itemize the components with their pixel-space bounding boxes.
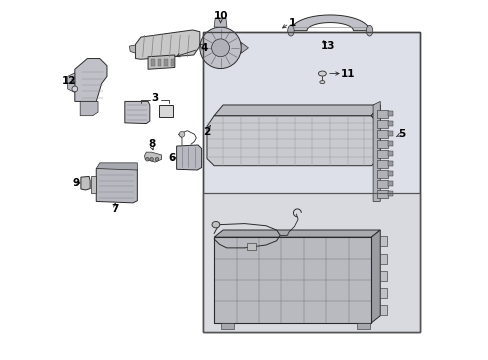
Text: 8: 8: [148, 139, 155, 149]
Polygon shape: [75, 59, 107, 102]
Circle shape: [211, 39, 229, 57]
Polygon shape: [214, 230, 380, 237]
Bar: [247, 243, 256, 249]
Bar: [387, 181, 393, 186]
Bar: [380, 271, 386, 281]
Bar: [387, 131, 393, 136]
Ellipse shape: [318, 71, 325, 76]
Polygon shape: [372, 102, 380, 202]
Bar: [164, 59, 167, 66]
Bar: [376, 180, 387, 188]
Polygon shape: [176, 145, 201, 170]
Polygon shape: [80, 102, 98, 116]
Bar: [157, 59, 161, 66]
Bar: [170, 59, 174, 66]
Bar: [151, 59, 155, 66]
Circle shape: [72, 86, 78, 92]
Polygon shape: [135, 30, 200, 59]
Bar: [376, 110, 387, 118]
Polygon shape: [241, 42, 248, 53]
Text: 1: 1: [288, 18, 296, 28]
Text: 6: 6: [168, 153, 175, 163]
Bar: [376, 190, 387, 198]
Circle shape: [200, 27, 241, 68]
Bar: [380, 305, 386, 315]
Text: 7: 7: [111, 203, 119, 213]
Bar: [221, 323, 233, 329]
Circle shape: [145, 157, 149, 161]
Polygon shape: [290, 15, 369, 31]
Bar: [376, 120, 387, 128]
Bar: [203, 32, 419, 332]
Polygon shape: [124, 102, 149, 123]
Polygon shape: [96, 166, 137, 203]
Bar: [376, 170, 387, 178]
Bar: [387, 152, 393, 157]
Bar: [387, 121, 393, 126]
Text: 2: 2: [203, 127, 210, 137]
Polygon shape: [214, 237, 370, 323]
Text: 12: 12: [62, 76, 77, 86]
Polygon shape: [96, 163, 137, 170]
Bar: [380, 288, 386, 298]
Bar: [376, 130, 387, 138]
Polygon shape: [91, 176, 96, 193]
Text: 3: 3: [151, 93, 159, 103]
Bar: [376, 140, 387, 148]
Polygon shape: [370, 105, 380, 126]
Circle shape: [149, 157, 153, 161]
Bar: [380, 237, 386, 247]
Circle shape: [179, 131, 184, 137]
Bar: [203, 32, 419, 332]
Bar: [203, 193, 419, 332]
Circle shape: [155, 157, 159, 161]
Text: 9: 9: [72, 178, 79, 188]
Bar: [356, 323, 369, 329]
Bar: [387, 141, 393, 147]
Text: 4: 4: [201, 43, 208, 53]
Polygon shape: [67, 73, 75, 93]
Ellipse shape: [287, 25, 294, 36]
Ellipse shape: [366, 25, 372, 36]
Bar: [214, 237, 370, 323]
Polygon shape: [370, 230, 380, 323]
Bar: [376, 150, 387, 158]
Text: 5: 5: [397, 129, 405, 139]
Polygon shape: [214, 105, 380, 116]
Ellipse shape: [319, 81, 324, 84]
Bar: [387, 161, 393, 166]
Polygon shape: [206, 116, 380, 166]
Bar: [203, 193, 419, 332]
Bar: [376, 160, 387, 168]
Bar: [387, 171, 393, 176]
Polygon shape: [129, 45, 135, 53]
Polygon shape: [144, 152, 162, 162]
Polygon shape: [214, 18, 226, 27]
Bar: [387, 192, 393, 197]
Bar: [380, 253, 386, 264]
Ellipse shape: [212, 221, 220, 228]
Text: 13: 13: [321, 41, 335, 51]
Polygon shape: [159, 105, 173, 117]
Text: 10: 10: [213, 12, 227, 21]
Bar: [387, 111, 393, 116]
Text: 11: 11: [340, 68, 355, 78]
Polygon shape: [148, 55, 175, 69]
Polygon shape: [81, 176, 90, 190]
